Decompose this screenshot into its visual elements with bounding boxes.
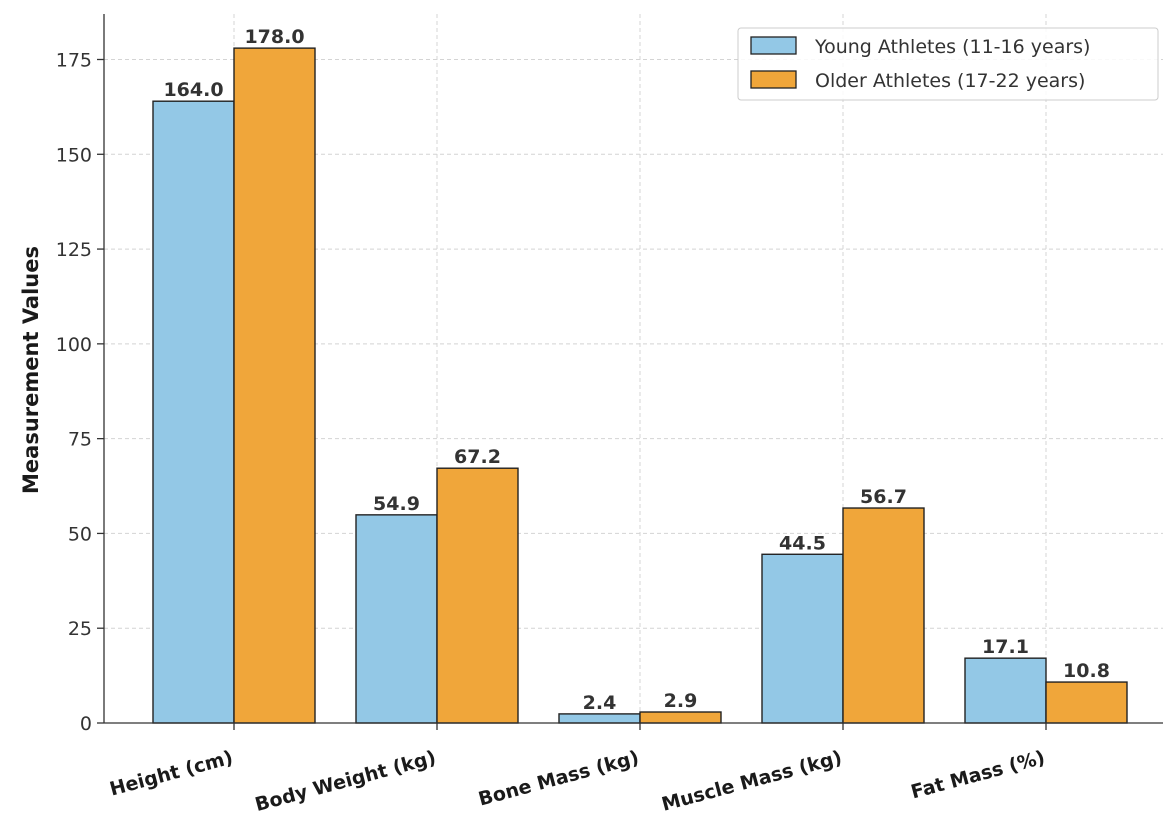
bar-older-4 — [1045, 681, 1128, 724]
y-tick-label-125: 125 — [56, 239, 92, 261]
y-tick-label-0: 0 — [80, 713, 92, 735]
x-tick-label-4: Fat Mass (%) — [909, 747, 1048, 804]
bar-older-0 — [233, 47, 316, 724]
value-label-young-1: 54.9 — [373, 493, 420, 515]
x-tick-label-2: Bone Mass (kg) — [476, 747, 641, 811]
bar-young-2 — [558, 713, 641, 724]
y-tick-label-150: 150 — [56, 144, 92, 166]
x-tick-label-3: Muscle Mass (kg) — [659, 747, 844, 816]
value-labels: 164.0 54.9 2.4 44.5 17.1 178.0 67.2 2.9 56.7 10.8 — [163, 26, 1110, 714]
legend-box — [737, 27, 1159, 101]
y-tick-label-50: 50 — [68, 523, 92, 545]
value-label-older-3: 56.7 — [860, 486, 907, 508]
value-label-young-4: 17.1 — [982, 636, 1029, 658]
bar-young-0 — [152, 100, 235, 724]
y-tick-label-175: 175 — [56, 49, 92, 71]
value-label-older-1: 67.2 — [454, 446, 501, 468]
bar-older-2 — [639, 711, 722, 724]
bar-young-4 — [964, 657, 1047, 724]
legend-label-older: Older Athletes (17-22 years) — [815, 70, 1085, 92]
value-label-young-2: 2.4 — [583, 692, 617, 714]
legend: Young Athletes (11-16 years) Older Athle… — [737, 27, 1159, 101]
bar-older-3 — [842, 507, 925, 724]
bar-young-1 — [355, 514, 438, 724]
bar-young-3 — [761, 553, 844, 724]
legend-swatch-older — [750, 70, 797, 89]
bar-older-1 — [436, 467, 519, 724]
y-tick-label-25: 25 — [68, 618, 92, 640]
y-tick-label-100: 100 — [56, 334, 92, 356]
x-tick-label-1: Body Weight (kg) — [253, 747, 439, 816]
value-label-young-3: 44.5 — [779, 532, 826, 554]
legend-swatch-young — [750, 36, 797, 55]
bars — [152, 47, 1128, 724]
value-label-young-0: 164.0 — [163, 79, 223, 101]
value-label-older-2: 2.9 — [664, 690, 698, 712]
x-tick-label-0: Height (cm) — [107, 747, 235, 801]
y-axis-title: Measurement Values — [19, 246, 43, 494]
y-tick-label-75: 75 — [68, 429, 92, 451]
value-label-older-0: 178.0 — [244, 26, 304, 48]
legend-label-young: Young Athletes (11-16 years) — [814, 36, 1090, 58]
value-label-older-4: 10.8 — [1063, 660, 1110, 682]
